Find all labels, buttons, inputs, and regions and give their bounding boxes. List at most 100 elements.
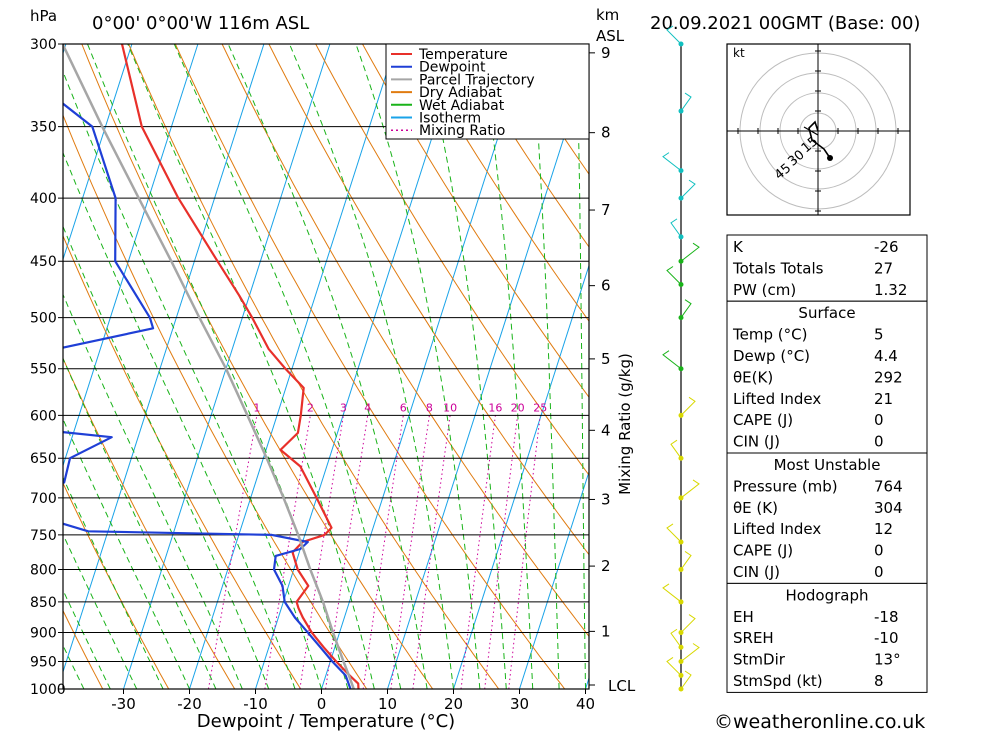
table-row-key: θE(K) xyxy=(733,368,773,386)
height-tick-label: 5 xyxy=(601,350,611,368)
pressure-tick-label: 450 xyxy=(30,254,57,270)
pressure-tick-label: 700 xyxy=(30,491,57,507)
temperature-tick-label: 10 xyxy=(378,695,397,713)
isotherm-line xyxy=(189,44,397,689)
wind-barb xyxy=(680,643,700,662)
wind-barb xyxy=(670,439,682,459)
legend-label: Dry Adiabat xyxy=(419,85,502,101)
wet-adiabat-line xyxy=(480,44,534,689)
wet-adiabat-line xyxy=(127,44,375,689)
height-axis: 1 2 3 4 5 6 7 8 9 LCL xyxy=(589,44,636,695)
wind-barb xyxy=(670,218,682,238)
mixing-ratio-label: 8 xyxy=(426,401,433,414)
pressure-tick-label: 1000 xyxy=(30,682,66,698)
isotherm-line xyxy=(123,44,331,689)
temperature-tick-label: 40 xyxy=(576,695,595,713)
table-box xyxy=(726,234,928,302)
location-label: 0°00' 0°00'W 116m ASL xyxy=(92,13,309,34)
wind-barb xyxy=(680,396,696,416)
table-row-value: 21 xyxy=(874,390,893,408)
wind-barb xyxy=(666,25,682,45)
legend-label: Mixing Ratio xyxy=(419,123,505,139)
table-row-key: Pressure (mb) xyxy=(733,477,838,495)
datetime-label: 20.09.2021 00GMT (Base: 00) xyxy=(650,13,920,34)
table-box xyxy=(726,300,928,454)
isotherm-line xyxy=(321,44,529,689)
wind-barb xyxy=(680,179,696,199)
height-tick-label: 4 xyxy=(601,421,611,439)
height-tick-label: 3 xyxy=(601,490,611,508)
wet-adiabat-line xyxy=(63,151,296,689)
pressure-tick-label: 750 xyxy=(30,528,57,544)
mixing-ratio-line xyxy=(207,415,258,689)
mixing-ratio-line xyxy=(325,415,369,689)
table-row-key: CIN (J) xyxy=(733,433,780,451)
legend-label: Isotherm xyxy=(419,111,481,127)
table-row-key: StmDir xyxy=(733,651,786,669)
mixing-ratio-line xyxy=(460,415,496,689)
dry-adiabat-line xyxy=(63,482,170,689)
hodograph-trace xyxy=(808,120,831,159)
isobar-lines-layer xyxy=(58,43,589,690)
dry-adiabat-line xyxy=(63,113,368,689)
table-row-value: 8 xyxy=(874,672,884,690)
temperature-tick-label: -10 xyxy=(243,695,268,713)
wet-adiabat-line xyxy=(420,44,507,689)
dry-adiabat-line xyxy=(362,44,589,399)
pressure-tick-label: 300 xyxy=(30,37,57,53)
mixing-ratio-axis-title: Mixing Ratio (g/kg) xyxy=(616,353,634,495)
table-row-value: 4.4 xyxy=(874,347,898,365)
table-row-value: -26 xyxy=(874,238,899,256)
mixing-ratio-line xyxy=(264,415,311,689)
temperature-tick-label: 30 xyxy=(510,695,529,713)
mixing-ratio-line xyxy=(362,415,404,689)
table-row-value: -10 xyxy=(874,629,899,647)
pressure-tick-label: 650 xyxy=(30,451,57,467)
mixing-ratio-label: 1 xyxy=(253,401,260,414)
mixing-ratio-labels-layer: 1 2 3 4 6 8 10 16 20 25 xyxy=(253,401,547,414)
table-row-key: Totals Totals xyxy=(732,259,824,277)
wet-adiabat-line xyxy=(87,44,349,689)
credit-label: ©weatheronline.co.uk xyxy=(714,711,925,733)
wind-barb xyxy=(680,670,692,690)
wet-adiabat-line xyxy=(289,44,454,689)
table-row-key: StmSpd (kt) xyxy=(733,672,823,690)
table-box xyxy=(726,452,928,584)
height-tick-label: 9 xyxy=(601,44,611,62)
isotherm-line xyxy=(387,57,589,689)
mixing-ratio-label: 20 xyxy=(511,401,525,414)
table-section-title: Most Unstable xyxy=(774,456,881,474)
mixing-ratio-line xyxy=(412,415,451,689)
mixing-ratio-label: 2 xyxy=(307,401,314,414)
dry-adiabat-line xyxy=(408,44,589,323)
table-row-value: 5 xyxy=(874,326,884,344)
height-unit-label: km xyxy=(596,6,619,24)
indices-table: K -26 Totals Totals 27 PW (cm) 1.32 Surface Tem… xyxy=(726,234,928,693)
pressure-tick-label: 550 xyxy=(30,362,57,378)
wind-barb xyxy=(680,299,692,318)
series-layer xyxy=(63,44,360,689)
height-ref-label: ASL xyxy=(596,27,625,45)
dry-adiabat-line xyxy=(315,44,589,476)
wind-barb xyxy=(666,266,682,285)
mixing-ratio-label: 16 xyxy=(488,401,502,414)
wind-barb xyxy=(680,92,692,112)
wind-barb xyxy=(662,350,682,370)
mixing-ratio-label: 10 xyxy=(443,401,457,414)
legend-label: Temperature xyxy=(418,47,508,63)
wind-barb xyxy=(666,523,682,543)
pressure-axis: 300 350 400 450 500 550 600 650 700 750 800 850 900 9… xyxy=(30,37,66,698)
height-tick-label: 6 xyxy=(601,277,611,295)
wind-barb xyxy=(680,242,700,262)
dry-adiabat-line xyxy=(924,44,1000,689)
wind-barb xyxy=(662,583,682,603)
table-row-key: EH xyxy=(733,608,754,626)
wet-adiabat-line xyxy=(63,476,164,689)
table-row-key: Lifted Index xyxy=(733,520,821,538)
plot-frame xyxy=(62,43,590,690)
table-row-value: 304 xyxy=(874,499,903,517)
table-box xyxy=(726,582,928,693)
